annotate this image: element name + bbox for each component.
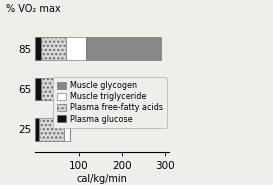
Bar xyxy=(66,78,84,100)
Bar xyxy=(87,37,161,60)
Bar xyxy=(35,78,41,100)
Bar xyxy=(84,78,117,100)
Bar xyxy=(64,118,70,141)
Bar xyxy=(35,37,41,60)
Legend: Muscle glycogen, Muscle triglyceride, Plasma free-fatty acids, Plasma glucose: Muscle glycogen, Muscle triglyceride, Pl… xyxy=(53,78,167,127)
Bar xyxy=(41,37,66,60)
Bar xyxy=(35,118,39,141)
Bar xyxy=(41,78,66,100)
Text: % VO₂ max: % VO₂ max xyxy=(6,4,61,14)
X-axis label: cal/kg/min: cal/kg/min xyxy=(77,174,128,184)
Bar xyxy=(39,118,64,141)
Bar xyxy=(66,37,87,60)
